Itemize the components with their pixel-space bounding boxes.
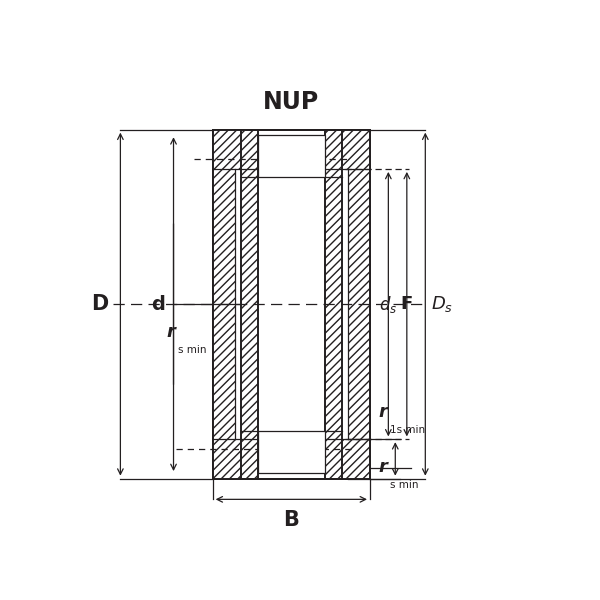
Text: r: r [378, 403, 387, 421]
Text: $d_s$: $d_s$ [379, 293, 398, 314]
Bar [241, 130, 342, 479]
Bar [258, 130, 325, 479]
Bar [258, 431, 325, 473]
Text: 1s min: 1s min [390, 425, 425, 434]
Text: s min: s min [390, 480, 418, 490]
Bar [241, 130, 342, 479]
Text: r: r [167, 323, 175, 341]
Bar [347, 130, 370, 479]
Bar [213, 130, 370, 479]
Text: F: F [401, 295, 413, 313]
Bar [325, 130, 342, 479]
Bar [213, 130, 235, 479]
Bar [258, 135, 325, 178]
Text: r: r [378, 458, 387, 476]
Text: s min: s min [178, 345, 206, 355]
Text: B: B [283, 509, 299, 530]
Bar [235, 439, 347, 479]
Text: d: d [151, 295, 165, 314]
Bar [235, 130, 347, 169]
Bar [241, 130, 258, 479]
Bar [213, 130, 370, 479]
Text: NUP: NUP [263, 90, 319, 114]
Text: D: D [91, 294, 109, 314]
Text: $D_s$: $D_s$ [431, 294, 454, 314]
